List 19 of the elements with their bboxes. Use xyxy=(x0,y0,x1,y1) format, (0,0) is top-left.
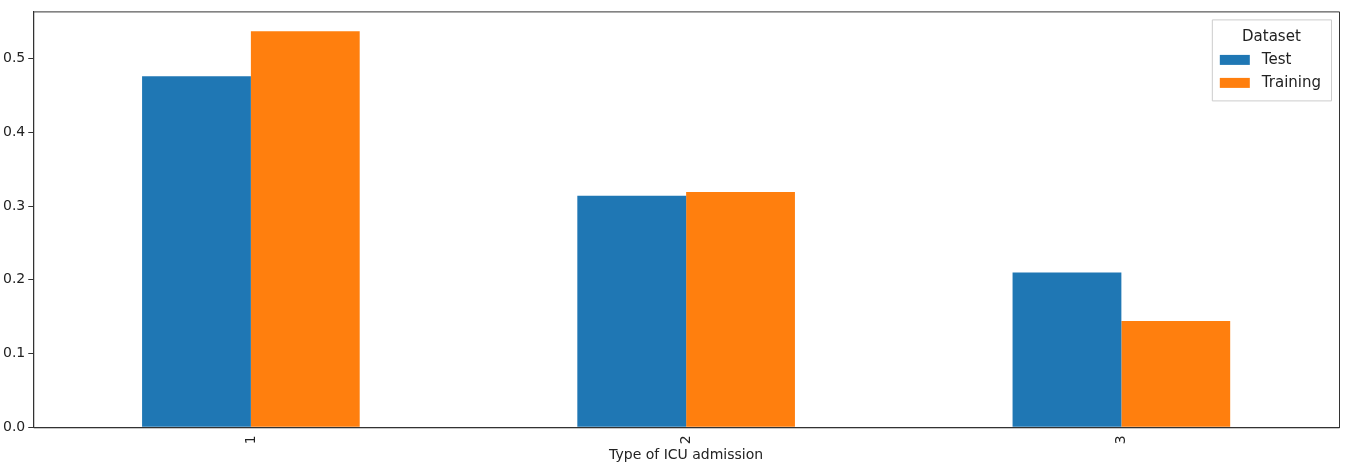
legend-title: Dataset xyxy=(1242,26,1301,45)
x-axis-title: Type of ICU admission xyxy=(608,446,764,463)
y-tick-label: 0.5 xyxy=(3,49,26,66)
legend-label: Test xyxy=(1260,49,1292,68)
x-tick-label: 1 xyxy=(241,435,258,445)
bar xyxy=(250,31,360,427)
y-tick-label: 0.4 xyxy=(3,122,26,139)
bar xyxy=(1012,272,1122,427)
y-tick-label: 0.1 xyxy=(3,344,26,361)
legend-label: Training xyxy=(1260,72,1321,91)
bar xyxy=(686,192,795,427)
bar xyxy=(1121,321,1231,427)
y-tick-label: 0.0 xyxy=(3,417,26,434)
x-tick-label: 2 xyxy=(676,435,693,445)
y-tick-label: 0.2 xyxy=(3,270,26,287)
x-tick-label: 3 xyxy=(1112,435,1129,445)
bar xyxy=(577,195,687,427)
y-tick-label: 0.3 xyxy=(3,196,26,213)
bar xyxy=(142,76,251,427)
